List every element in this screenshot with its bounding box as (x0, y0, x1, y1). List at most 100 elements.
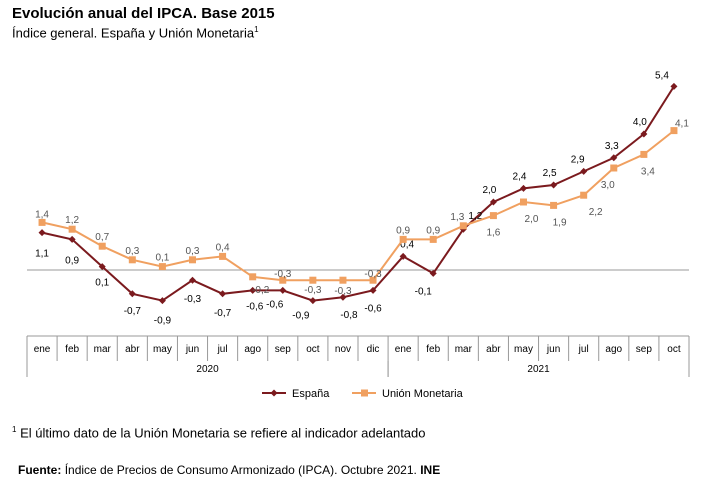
data-label: 1,6 (486, 228, 500, 239)
footnote-text: El último dato de la Unión Monetaria se … (20, 425, 426, 441)
data-point-espana (339, 293, 347, 301)
subtitle-text: Índice general. España y Unión Monetaria (12, 25, 255, 41)
data-label: -0,1 (415, 286, 433, 297)
data-point-union-monetaria (520, 198, 527, 206)
data-label: 2,4 (513, 171, 527, 182)
x-tick-label: jul (578, 344, 589, 355)
data-label: 4,0 (633, 117, 647, 128)
data-label: 0,9 (426, 225, 440, 236)
data-label: -0,3 (304, 285, 322, 296)
data-point-union-monetaria (189, 256, 196, 264)
data-label: 0,1 (95, 278, 109, 289)
data-label: -0,7 (124, 306, 142, 317)
data-label: 0,7 (95, 232, 109, 243)
data-point-union-monetaria (158, 263, 166, 271)
x-tick-label: abr (125, 344, 140, 355)
data-label: 3,0 (601, 180, 615, 191)
data-point-espana (489, 198, 497, 206)
x-tick-label: mar (94, 344, 112, 355)
data-label: 1,4 (35, 209, 49, 220)
x-tick-label: feb (65, 344, 79, 355)
data-point-espana (670, 82, 678, 90)
data-point-espana (520, 184, 527, 192)
year-label: 2021 (527, 364, 550, 375)
data-label: 0,4 (216, 242, 230, 253)
data-label: 0,3 (186, 246, 200, 257)
data-point-union-monetaria (550, 201, 558, 209)
data-label: 2,0 (525, 214, 539, 225)
data-point-espana (399, 252, 407, 260)
x-tick-label: mar (455, 344, 473, 355)
data-point-espana (128, 290, 136, 298)
x-tick-label: feb (426, 344, 440, 355)
data-label: 1,3 (450, 212, 464, 223)
data-point-union-monetaria (98, 242, 106, 250)
year-label: 2020 (196, 364, 219, 375)
data-point-union-monetaria (670, 127, 678, 135)
data-point-union-monetaria (279, 276, 287, 284)
x-tick-label: oct (667, 344, 681, 355)
footnote-superscript: 1 (12, 425, 17, 434)
data-point-union-monetaria (610, 164, 618, 172)
data-label: -0,9 (292, 311, 310, 322)
data-label: -0,6 (246, 301, 264, 312)
x-tick-label: sep (275, 344, 292, 355)
data-point-union-monetaria (339, 276, 347, 284)
data-point-espana (98, 263, 106, 271)
data-point-espana (219, 290, 227, 298)
data-point-union-monetaria (249, 273, 257, 281)
legend-label: Unión Monetaria (382, 388, 464, 400)
source-text: Índice de Precios de Consumo Armonizado … (64, 463, 417, 477)
data-point-union-monetaria (640, 150, 648, 158)
data-point-espana (309, 297, 317, 305)
data-label: -0,6 (266, 299, 284, 310)
x-tick-label: may (153, 344, 172, 355)
data-point-union-monetaria (580, 191, 588, 199)
data-label: 2,5 (543, 168, 557, 179)
x-tick-label: sep (636, 344, 653, 355)
source-line: Fuente: Índice de Precios de Consumo Arm… (18, 463, 440, 477)
x-tick-label: ago (605, 344, 622, 355)
data-point-espana (249, 286, 257, 294)
legend-marker-diamond (270, 389, 278, 397)
data-point-union-monetaria (68, 225, 76, 233)
data-label: -0,3 (364, 269, 382, 280)
data-point-espana (158, 297, 166, 305)
data-label: -0,2 (252, 285, 270, 296)
x-tick-label: jun (546, 344, 560, 355)
x-tick-label: jul (217, 344, 228, 355)
data-label: 2,2 (589, 207, 603, 218)
subtitle-superscript: 1 (254, 25, 259, 34)
data-point-espana (429, 269, 437, 277)
line-chart: ene feb mar abr may jun jul ago sep oct nov dic ene f… (26, 70, 690, 400)
data-point-espana (68, 235, 76, 243)
data-point-espana (279, 286, 287, 294)
data-label: -0,8 (340, 310, 358, 321)
data-point-union-monetaria (128, 256, 136, 264)
x-tick-label: ene (395, 344, 412, 355)
data-point-union-monetaria (369, 276, 377, 284)
source-org: INE (420, 463, 441, 477)
data-label: 4,1 (675, 119, 689, 130)
data-point-espana (610, 154, 618, 162)
data-label: -0,7 (214, 308, 232, 319)
x-tick-label: abr (486, 344, 501, 355)
data-label: 1,2 (65, 215, 79, 226)
data-label: -0,3 (334, 286, 352, 297)
data-point-union-monetaria (399, 235, 407, 243)
data-label: 0,9 (65, 255, 79, 266)
data-point-union-monetaria (38, 218, 46, 226)
data-label: 3,3 (605, 141, 619, 152)
data-label: 0,4 (400, 239, 414, 250)
series-line-union-monetaria (41, 129, 675, 282)
chart-title: Evolución anual del IPCA. Base 2015 (12, 5, 275, 22)
x-tick-label: ago (244, 344, 261, 355)
data-point-union-monetaria (489, 212, 497, 220)
data-label: 5,4 (655, 70, 669, 81)
data-label: -0,9 (154, 316, 172, 327)
data-label: 1,1 (35, 249, 49, 260)
x-tick-label: jun (185, 344, 199, 355)
x-tick-label: may (514, 344, 533, 355)
data-point-espana (369, 286, 377, 294)
legend-label: España (292, 388, 330, 400)
